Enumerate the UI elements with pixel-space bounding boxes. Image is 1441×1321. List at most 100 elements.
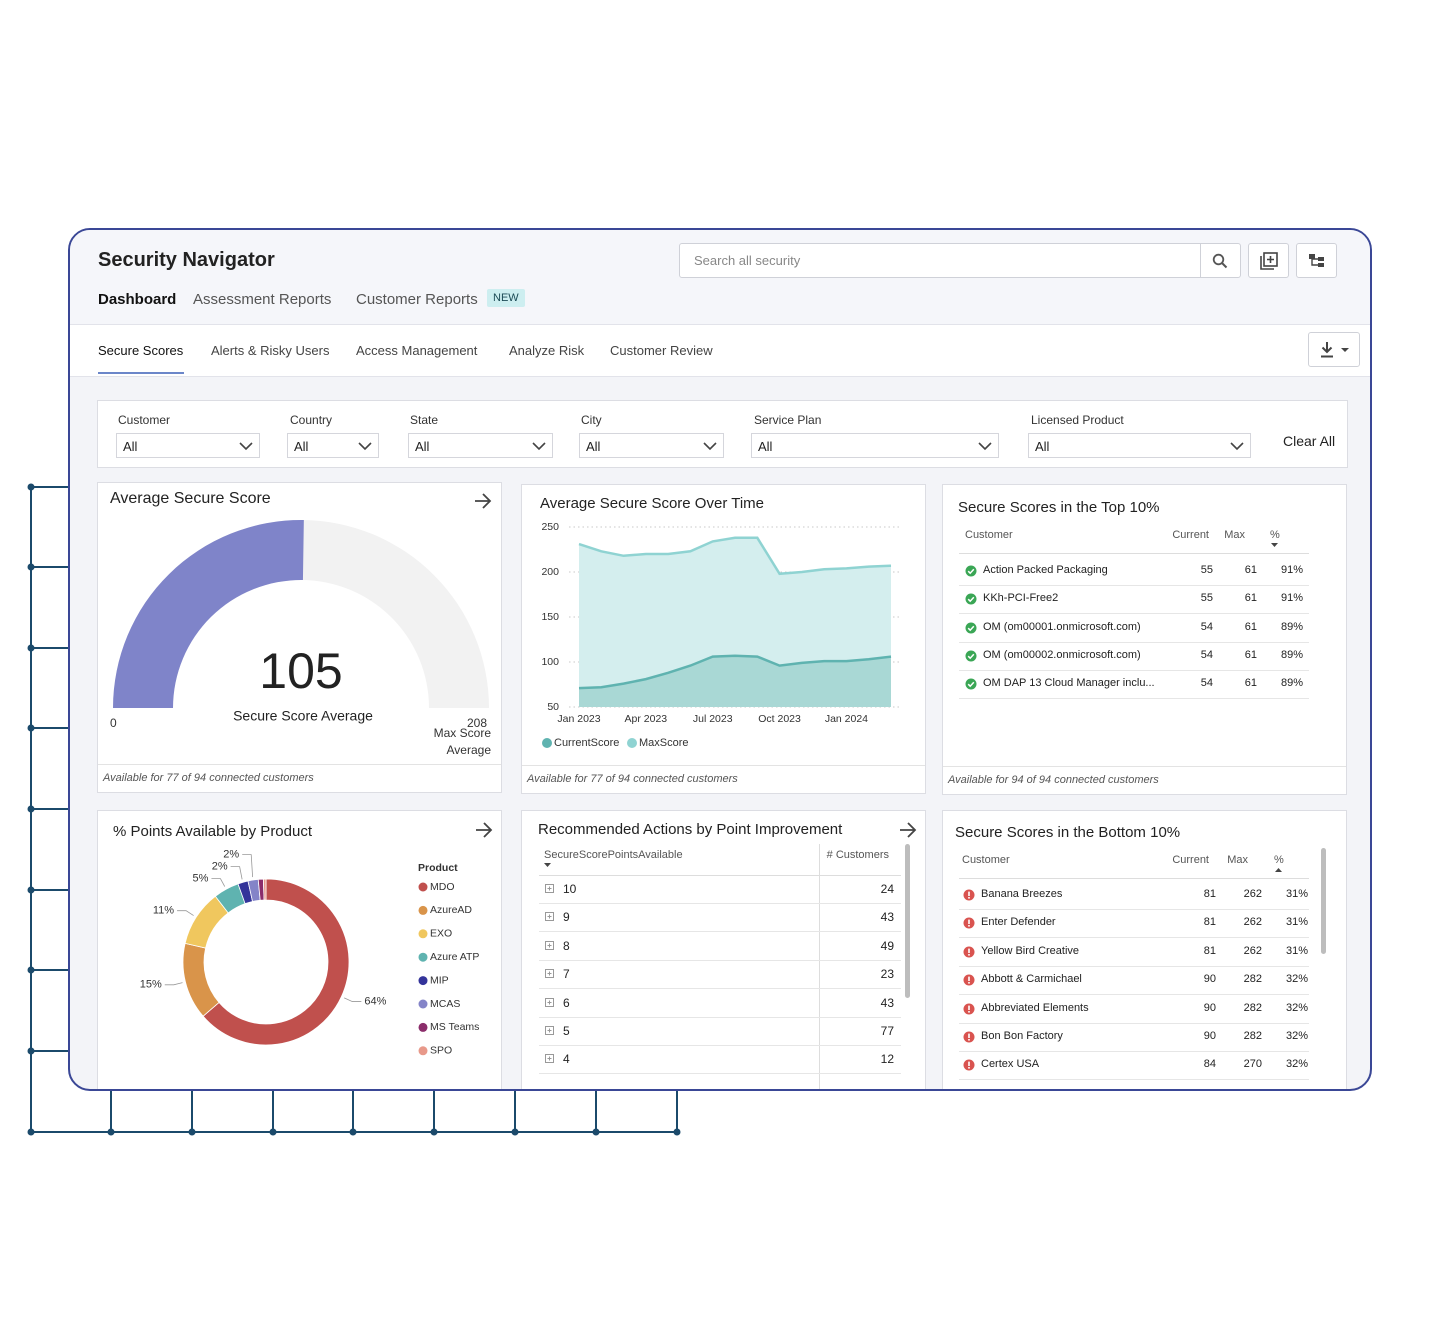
row-rule [959,909,1309,910]
row-rule [959,641,1309,643]
cell: 32% [1285,1001,1308,1014]
expand-icon[interactable] [545,884,555,894]
app-window: Security Navigator Search all security D… [68,228,1372,1091]
cell: Abbreviated Elements [981,1001,1089,1014]
cell: 81 [1203,888,1216,900]
legend-label: MS Teams [430,1021,479,1033]
cell: 77 [880,1024,894,1038]
expand-box [545,1026,554,1035]
panel-title: Average Secure Score Over Time [540,495,764,512]
open-arrow[interactable] [475,822,493,838]
cell: 89% [1280,620,1303,633]
expand-plus [547,914,552,919]
legend-label: SPO [430,1045,452,1057]
column-header: # Customers [826,849,889,861]
filter-dropdown[interactable]: All [751,433,999,458]
nav-item[interactable]: Assessment Reports [193,291,332,308]
legend-label: MaxScore [639,737,689,749]
search-placeholder: Search all security [694,253,801,268]
status-alert-icon [963,917,975,929]
hierarchy-button[interactable] [1296,243,1337,278]
legend-swatch [418,952,428,962]
filter-value: All [294,439,309,454]
area [579,655,891,707]
icon-check [967,653,975,660]
nav-item[interactable]: Dashboard [98,291,177,308]
open-arrow[interactable] [899,822,917,838]
column-header: Customer [962,854,1010,866]
filter-dropdown[interactable]: All [1028,433,1251,458]
scrollbar[interactable] [1321,848,1326,954]
sort-arrow[interactable] [544,863,552,869]
expand-plus [547,1000,552,1005]
data-label: 5% [193,873,209,885]
cell: 12 [880,1052,894,1067]
expand-icon[interactable] [545,940,555,951]
clear-all[interactable]: Clear All [1283,433,1336,449]
cell: Bon Bon Factory [981,1030,1063,1042]
tab[interactable]: Analyze Risk [509,343,585,358]
tab[interactable]: Access Management [356,343,478,358]
download-button[interactable] [1308,332,1360,367]
scrollbar[interactable] [905,844,910,998]
row-rule [959,585,1309,586]
status-ok-icon [965,593,977,605]
sort-arrow[interactable] [1271,543,1279,549]
donut-panel: % Points Available by Product 64% 15% 11% 5… [97,810,502,1089]
filter-dropdown[interactable]: All [408,433,553,458]
column-header: % [1270,529,1280,541]
sort-arrow[interactable] [1275,868,1283,874]
filter-dropdown[interactable]: All [287,433,379,458]
expand-icon[interactable] [545,997,555,1008]
expand-icon[interactable] [545,969,555,979]
expand-plus [547,886,552,891]
cell: 54 [1200,648,1213,661]
legend-label: MDO [430,881,455,893]
icon-bang [968,919,970,925]
filter-value: All [1035,439,1050,454]
icon-bang [968,1033,970,1038]
hierarchy-icon [1309,254,1324,267]
filter-dropdown[interactable]: All [579,433,724,458]
icon-circle [965,565,977,577]
status-ok-icon [965,565,977,577]
search-box[interactable]: Search all security [679,243,1241,278]
row-rule [959,613,1309,615]
chart: 50 100 150 200 250 Jan 2023 Apr 2023 Jul 2023 Oc… [541,521,899,749]
bottom-table-panel: Secure Scores in the Bottom 10% Customer… [942,810,1347,1089]
tab[interactable]: Alerts & Risky Users [211,343,330,358]
search-icon[interactable] [1212,253,1228,269]
tab[interactable]: Secure Scores [98,343,184,358]
cell: 55 [1200,592,1213,605]
column-header: % [1274,854,1284,866]
filter-dropdown[interactable]: All [116,433,260,458]
chevron-path [358,442,372,451]
panel-title: Secure Scores in the Top 10% [958,499,1160,516]
footnote: Available for 77 of 94 connected custome… [98,764,501,791]
expand-icon[interactable] [545,1026,555,1036]
gauge-panel: Average Secure Score Available for 77 of… [97,482,502,793]
gauge-max: 208 [467,716,487,730]
legend-label: Azure ATP [430,951,479,963]
cell: 89% [1280,648,1303,661]
add-icon [1260,252,1278,270]
column-header: Current [1172,854,1209,866]
chevron [978,442,992,451]
cell: 10 [563,882,577,896]
expand-icon[interactable] [545,1054,555,1064]
header-rule [959,553,1309,554]
row-rule [959,937,1309,939]
nav-item[interactable]: Customer Reports [356,291,478,308]
open-arrow[interactable] [474,493,492,509]
add-button[interactable] [1248,243,1289,278]
column-header: Current [1172,529,1209,541]
status-alert-icon [963,946,975,958]
tab[interactable]: Customer Review [610,343,713,358]
chevron-path [239,442,253,451]
footnote: Available for 94 of 94 connected custome… [943,766,1346,793]
expand-icon[interactable] [545,912,555,922]
cell: 262 [1243,916,1262,929]
